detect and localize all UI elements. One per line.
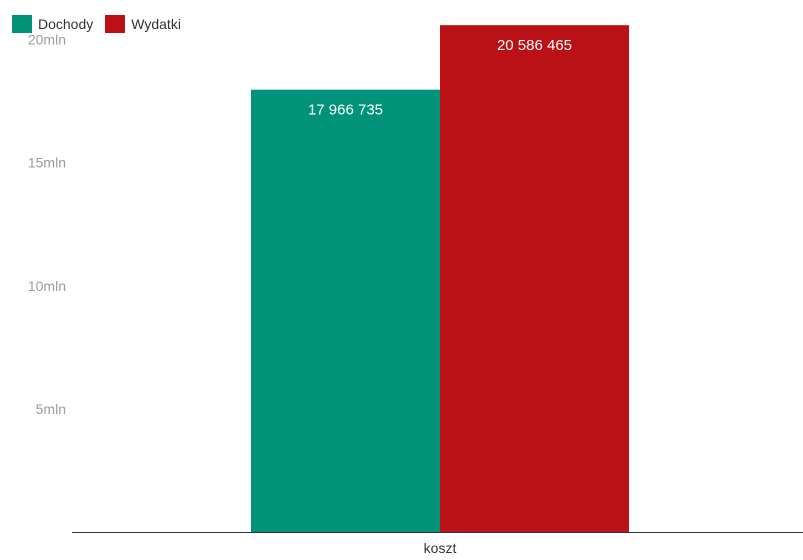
legend-item-wydatki[interactable]: Wydatki bbox=[105, 15, 181, 33]
legend-label-wydatki: Wydatki bbox=[131, 16, 181, 32]
data-label-dochody: 17 966 735 bbox=[308, 102, 383, 119]
chart-legend: Dochody Wydatki bbox=[12, 12, 181, 36]
bar-dochody bbox=[251, 89, 440, 533]
y-tick-label: 5mln bbox=[36, 401, 66, 417]
y-tick-label: 15mln bbox=[28, 155, 66, 171]
legend-item-dochody[interactable]: Dochody bbox=[12, 15, 93, 33]
bar-wydatki bbox=[440, 25, 629, 532]
y-tick-label: 20mln bbox=[28, 32, 66, 48]
legend-swatch-wydatki bbox=[105, 15, 126, 33]
legend-swatch-dochody bbox=[12, 15, 32, 33]
x-category-label: koszt bbox=[424, 540, 457, 556]
data-label-wydatki: 20 586 465 bbox=[497, 37, 572, 54]
legend-label-dochody: Dochody bbox=[38, 16, 94, 32]
y-tick-label: 10mln bbox=[28, 278, 66, 294]
